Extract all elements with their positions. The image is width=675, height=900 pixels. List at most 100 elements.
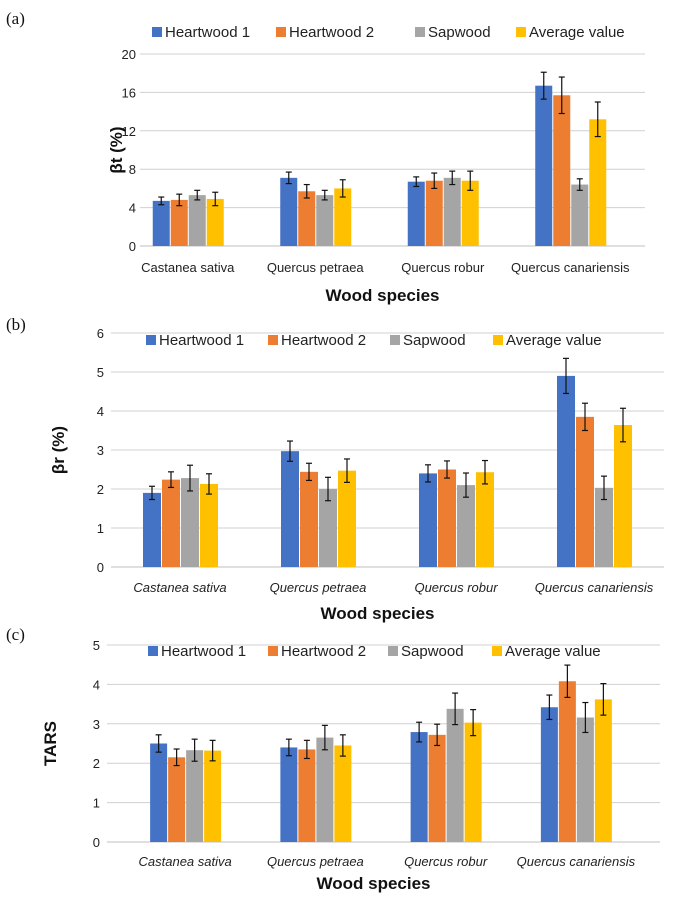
y-axis-label: βr (%) [49, 426, 68, 474]
bar-sapwood [571, 184, 589, 246]
bar-sapwood [443, 177, 461, 246]
legend: Heartwood 1 Heartwood 2 Sapwood Average val… [148, 643, 601, 660]
y-tick-label: 6 [97, 326, 104, 341]
error-bar [191, 738, 198, 762]
bar-heartwood-2 [428, 734, 446, 842]
legend-swatch [152, 27, 162, 37]
error-bar [344, 458, 350, 483]
error-bar [285, 171, 292, 185]
legend-item: Average value [516, 24, 625, 41]
bar-heartwood-1 [280, 177, 298, 246]
bar-average-value [338, 470, 356, 567]
x-tick-label: Castanea sativa [139, 854, 232, 869]
y-tick-label: 16 [122, 85, 136, 100]
error-bar [209, 739, 216, 762]
x-tick-label: Quercus petraea [267, 854, 364, 869]
error-bar [470, 709, 477, 737]
x-tick-label: Quercus robur [404, 854, 488, 869]
error-bar [452, 692, 459, 726]
legend-swatch [148, 646, 158, 656]
error-bar [194, 189, 201, 201]
bar-heartwood-1 [419, 473, 437, 567]
legend-item: Heartwood 2 [276, 24, 374, 41]
error-bar [416, 721, 423, 743]
y-tick-label: 2 [93, 756, 100, 771]
legend-swatch [493, 335, 503, 345]
error-bar [173, 748, 180, 767]
x-tick-label: Quercus petraea [267, 260, 365, 275]
error-bar [168, 471, 174, 489]
y-tick-label: 4 [97, 404, 104, 419]
error-bar [306, 462, 312, 482]
error-bar [303, 183, 310, 199]
bar-heartwood-2 [168, 757, 186, 842]
bar-heartwood-2 [162, 479, 180, 567]
bar-heartwood-1 [281, 451, 299, 567]
y-tick-label: 1 [93, 796, 100, 811]
legend-swatch [390, 335, 400, 345]
error-bar [321, 189, 328, 201]
error-bar [601, 475, 607, 501]
legend-swatch [268, 646, 278, 656]
bar-average-value [589, 119, 607, 246]
legend-item: Sapwood [390, 332, 466, 349]
x-tick-label: Quercus canariensis [517, 854, 636, 869]
bar-sapwood [595, 487, 613, 567]
bar-heartwood-1 [410, 732, 428, 842]
bar-heartwood-2 [170, 199, 188, 246]
x-axis-label: Wood species [321, 604, 435, 623]
bar-average-value [614, 425, 632, 567]
bar-heartwood-2 [298, 749, 316, 842]
y-tick-label: 8 [129, 162, 136, 177]
bar-sapwood [457, 485, 475, 567]
error-bar [212, 191, 219, 207]
error-bar [576, 178, 583, 191]
bar-sapwood [186, 750, 204, 842]
legend-label: Sapwood [428, 24, 491, 41]
bar-heartwood-1 [280, 747, 298, 842]
error-bar [285, 738, 292, 757]
bar-sapwood [319, 489, 337, 567]
legend-label: Average value [529, 24, 625, 41]
bar-sapwood [316, 737, 334, 842]
error-bar [594, 101, 601, 138]
error-bar [149, 485, 155, 501]
error-bar [540, 71, 547, 100]
error-bar [413, 176, 420, 188]
error-bar [463, 472, 469, 498]
error-bar [582, 402, 588, 432]
legend-label: Heartwood 2 [281, 643, 366, 660]
bar-heartwood-1 [150, 743, 168, 842]
error-bar [482, 459, 488, 485]
bar-heartwood-2 [558, 681, 576, 842]
error-bar [431, 172, 438, 189]
bar-sapwood [576, 717, 594, 842]
legend-swatch [268, 335, 278, 345]
error-bar [444, 460, 450, 479]
legend-item: Heartwood 1 [146, 332, 244, 349]
legend-label: Heartwood 1 [165, 24, 250, 41]
error-bar [564, 664, 571, 699]
x-tick-label: Castanea sativa [141, 260, 235, 275]
bar-average-value [334, 188, 352, 246]
bar-heartwood-1 [535, 85, 553, 247]
x-tick-label: Quercus canariensis [511, 260, 630, 275]
x-tick-label: Quercus canariensis [535, 580, 654, 595]
legend-swatch [415, 27, 425, 37]
legend-label: Average value [506, 332, 602, 349]
y-tick-label: 4 [93, 677, 100, 692]
error-bar [600, 683, 607, 716]
error-bar [582, 701, 589, 734]
legend-item: Heartwood 2 [268, 643, 366, 660]
bar-average-value [204, 750, 222, 842]
legend: Heartwood 1 Heartwood 2 Sapwood Average val… [146, 332, 602, 349]
legend-label: Sapwood [403, 332, 466, 349]
legend-label: Heartwood 2 [281, 332, 366, 349]
error-bar [158, 196, 165, 206]
bar-average-value [334, 745, 352, 842]
bar-heartwood-1 [557, 375, 575, 567]
legend-item: Average value [492, 643, 601, 660]
x-tick-label: Quercus petraea [270, 580, 367, 595]
y-tick-label: 0 [93, 835, 100, 850]
